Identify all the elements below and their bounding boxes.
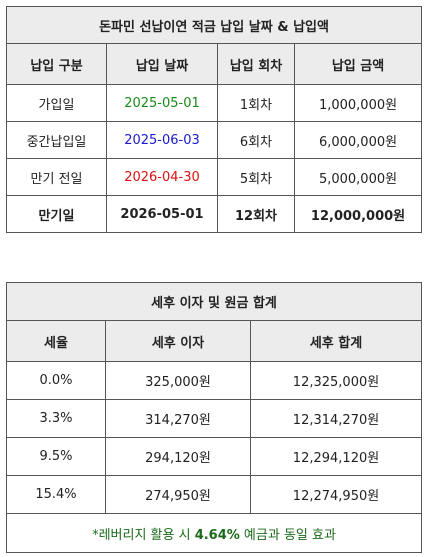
table-title-row: 세후 이자 및 원금 합계 bbox=[6, 282, 422, 321]
table-row: 가입일 2025-05-01 1회차 1,000,000원 bbox=[6, 84, 423, 122]
leverage-note-row: *레버리지 활용 시 4.64% 예금과 동일 효과 bbox=[6, 513, 422, 553]
after-tax-interest-table: 세후 이자 및 원금 합계 세율 세후 이자 세후 합계 0.0% 325,00… bbox=[6, 282, 422, 553]
total-type: 만기일 bbox=[6, 195, 107, 233]
row-type: 가입일 bbox=[6, 84, 107, 122]
note-suffix: 예금과 동일 효과 bbox=[239, 527, 336, 543]
table-title-row: 돈파민 선납이연 적금 납입 날짜 & 납입액 bbox=[5, 6, 423, 44]
total-amount: 12,000,000원 bbox=[293, 195, 423, 233]
row-date: 2026-04-30 bbox=[106, 158, 218, 196]
row-amount: 5,000,000원 bbox=[293, 158, 423, 196]
table-row: 9.5% 294,120원 12,294,120원 bbox=[6, 437, 422, 476]
table-row: 3.3% 314,270원 12,314,270원 bbox=[6, 399, 422, 438]
row-rate: 15.4% bbox=[6, 475, 106, 514]
header-amount: 납입 금액 bbox=[293, 43, 423, 85]
row-round: 1회차 bbox=[217, 84, 295, 122]
table-row: 만기 전일 2026-04-30 5회차 5,000,000원 bbox=[6, 158, 423, 196]
note-prefix: *레버리지 활용 시 bbox=[92, 527, 195, 543]
row-amount: 6,000,000원 bbox=[293, 121, 423, 159]
row-round: 6회차 bbox=[217, 121, 295, 159]
row-total: 12,274,950원 bbox=[250, 475, 422, 514]
leverage-note: *레버리지 활용 시 4.64% 예금과 동일 효과 bbox=[6, 513, 422, 553]
row-rate: 9.5% bbox=[6, 437, 106, 476]
header-interest: 세후 이자 bbox=[105, 320, 251, 362]
row-date: 2025-06-03 bbox=[106, 121, 218, 159]
header-date: 납입 날짜 bbox=[106, 43, 218, 85]
row-total: 12,325,000원 bbox=[250, 361, 422, 400]
row-total: 12,314,270원 bbox=[250, 399, 422, 438]
header-type: 납입 구분 bbox=[6, 43, 107, 85]
row-amount: 1,000,000원 bbox=[293, 84, 423, 122]
schedule-title: 돈파민 선납이연 적금 납입 날짜 & 납입액 bbox=[5, 6, 423, 44]
row-round: 5회차 bbox=[217, 158, 295, 196]
row-interest: 314,270원 bbox=[105, 399, 251, 438]
header-round: 납입 회차 bbox=[217, 43, 295, 85]
interest-title: 세후 이자 및 원금 합계 bbox=[6, 282, 422, 321]
header-total: 세후 합계 bbox=[250, 320, 422, 362]
table-header-row: 납입 구분 납입 날짜 납입 회차 납입 금액 bbox=[6, 43, 423, 85]
note-highlight: 4.64% bbox=[194, 527, 240, 543]
row-type: 만기 전일 bbox=[6, 158, 107, 196]
table-row: 중간납입일 2025-06-03 6회차 6,000,000원 bbox=[6, 121, 423, 159]
table-row: 15.4% 274,950원 12,274,950원 bbox=[6, 475, 422, 514]
row-interest: 274,950원 bbox=[105, 475, 251, 514]
payment-schedule-table: 돈파민 선납이연 적금 납입 날짜 & 납입액 납입 구분 납입 날짜 납입 회… bbox=[5, 6, 423, 233]
total-round: 12회차 bbox=[217, 195, 295, 233]
total-row: 만기일 2026-05-01 12회차 12,000,000원 bbox=[6, 195, 423, 233]
header-rate: 세율 bbox=[6, 320, 106, 362]
row-date: 2025-05-01 bbox=[106, 84, 218, 122]
table-row: 0.0% 325,000원 12,325,000원 bbox=[6, 361, 422, 400]
row-interest: 325,000원 bbox=[105, 361, 251, 400]
row-rate: 3.3% bbox=[6, 399, 106, 438]
table-header-row: 세율 세후 이자 세후 합계 bbox=[6, 320, 422, 362]
row-interest: 294,120원 bbox=[105, 437, 251, 476]
row-total: 12,294,120원 bbox=[250, 437, 422, 476]
total-date: 2026-05-01 bbox=[106, 195, 218, 233]
row-rate: 0.0% bbox=[6, 361, 106, 400]
row-type: 중간납입일 bbox=[6, 121, 107, 159]
